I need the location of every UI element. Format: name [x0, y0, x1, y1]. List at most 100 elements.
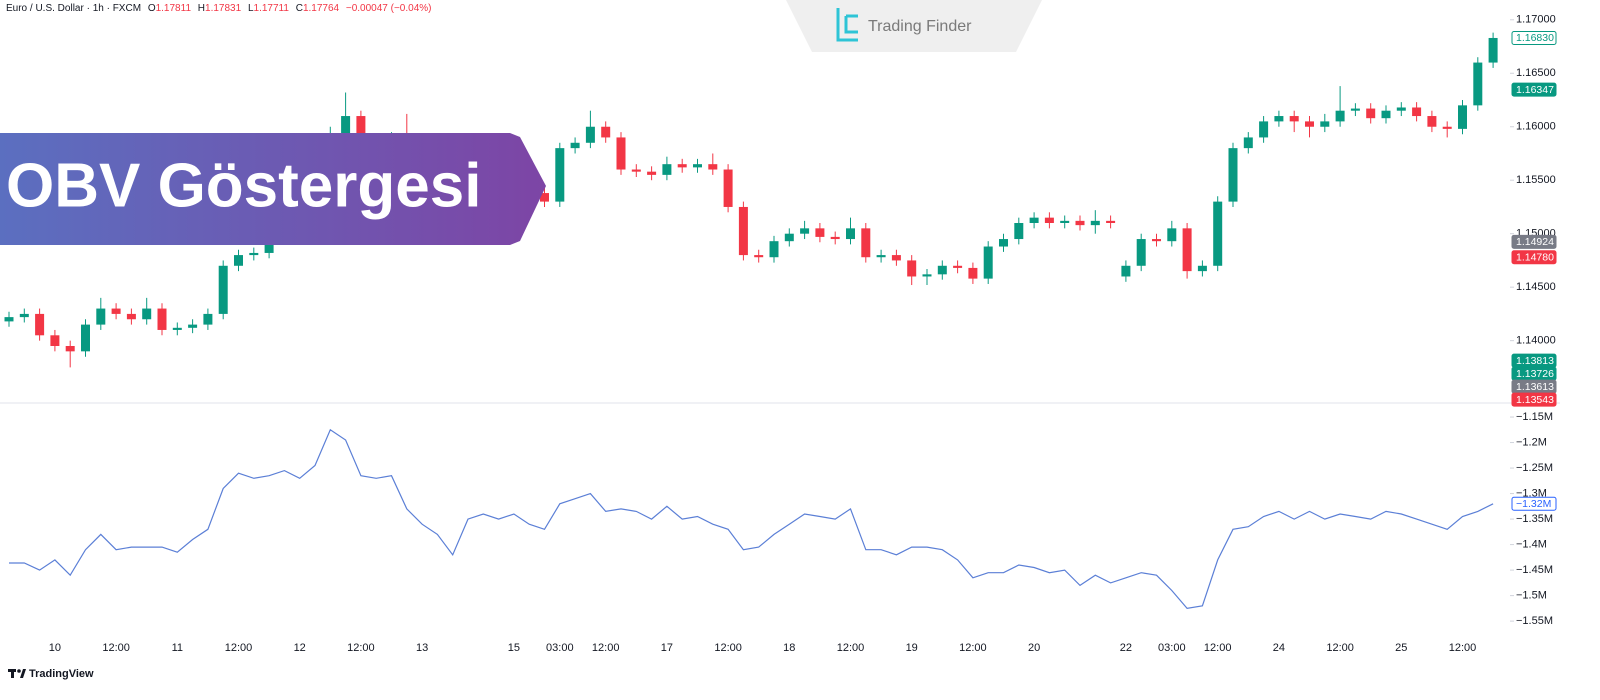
y-tick-label: −1.3M — [1516, 487, 1547, 499]
candle-body — [35, 313, 45, 336]
candle-body — [111, 308, 121, 314]
candle-body — [861, 228, 871, 258]
candle-body — [157, 308, 167, 330]
candle-body — [1197, 265, 1207, 272]
x-tick-label: 03:00 — [546, 642, 574, 654]
candle-body — [1243, 137, 1253, 149]
brand-icon — [836, 8, 858, 42]
price-badge-label: 1.16347 — [1516, 84, 1554, 96]
candle-body — [50, 335, 60, 346]
candle-body — [81, 324, 90, 352]
x-tick-label: 20 — [1028, 642, 1040, 654]
candle-body — [356, 116, 366, 143]
price-badge-label: 1.14924 — [1516, 236, 1554, 248]
candle-body — [631, 169, 641, 172]
footer-brand: TradingView — [29, 668, 94, 680]
candle-body — [1320, 121, 1330, 127]
candle-body — [968, 267, 978, 279]
candle-body — [585, 126, 595, 143]
x-tick-label: 12:00 — [959, 642, 987, 654]
legend-key: C — [296, 3, 303, 14]
candle-body — [846, 228, 855, 240]
x-tick-label: 12 — [294, 642, 306, 654]
candle-body — [172, 327, 182, 330]
candle-body — [234, 255, 243, 266]
legend-key: L — [248, 3, 254, 14]
candle-body — [784, 233, 794, 242]
candle-body — [1060, 220, 1070, 223]
y-tick-label: −1.5M — [1516, 590, 1547, 602]
candle-body — [188, 324, 198, 328]
price-badge — [1511, 250, 1557, 265]
candle-body — [999, 239, 1008, 247]
candle-body — [1167, 228, 1177, 242]
x-tick-label: 12:00 — [102, 642, 130, 654]
y-tick-label: −1.2M — [1516, 436, 1547, 448]
footer-logo — [8, 669, 26, 678]
y-tick-label: −1.15M — [1516, 411, 1553, 423]
price-badge-label: −1.32M — [1516, 498, 1551, 510]
y-tick-label: −1.55M — [1516, 615, 1553, 627]
candle-body — [1213, 201, 1223, 266]
candle-body — [249, 252, 259, 256]
x-tick-label: 03:00 — [1158, 642, 1186, 654]
candle-body — [540, 193, 549, 202]
x-tick-label: 24 — [1273, 642, 1285, 654]
candle-body — [1029, 217, 1039, 223]
candle-body — [1152, 239, 1161, 242]
candle-body — [754, 255, 764, 258]
candle-body — [1289, 116, 1299, 122]
candle-body — [616, 137, 626, 170]
candle-body — [891, 255, 901, 261]
y-tick-label: 1.17000 — [1516, 14, 1556, 26]
candle-body — [1182, 228, 1192, 272]
y-tick-label: 1.16500 — [1516, 67, 1556, 79]
candle-body — [1106, 220, 1116, 223]
price-badge — [1511, 30, 1557, 45]
price-badge — [1511, 496, 1557, 511]
x-tick-label: 12:00 — [347, 642, 375, 654]
legend-key: H — [198, 3, 205, 14]
candle-body — [922, 274, 932, 277]
x-tick-label: 15 — [508, 642, 520, 654]
candle-body — [1412, 107, 1422, 117]
candle-body — [341, 116, 351, 138]
legend-value: 1.17831 — [205, 3, 242, 14]
y-tick-label: 1.15500 — [1516, 174, 1556, 186]
candle-body — [1259, 121, 1269, 138]
y-tick-label: 1.14500 — [1516, 281, 1556, 293]
candle-body — [693, 164, 702, 168]
price-badge-label: 1.14780 — [1516, 252, 1554, 264]
x-tick-label: 12:00 — [1449, 642, 1477, 654]
y-tick-label: −1.4M — [1516, 538, 1547, 550]
candle-body — [708, 164, 718, 170]
candle-body — [1366, 108, 1376, 119]
price-badge-label: 1.13726 — [1516, 368, 1554, 380]
legend-value: 1.17764 — [303, 3, 340, 14]
x-tick-label: 12:00 — [225, 642, 253, 654]
x-tick-label: 12:00 — [837, 642, 865, 654]
candle-body — [264, 239, 274, 253]
candle-body — [570, 142, 580, 149]
x-tick-label: 12:00 — [592, 642, 620, 654]
y-tick-label: 1.16000 — [1516, 121, 1556, 133]
candle-body — [723, 169, 733, 207]
candle-body — [1305, 121, 1314, 127]
y-tick-label: −1.25M — [1516, 462, 1553, 474]
candle-body — [1121, 265, 1131, 277]
y-tick-label: −1.35M — [1516, 513, 1553, 525]
x-tick-label: 13 — [416, 642, 428, 654]
candle-body — [738, 206, 748, 256]
candle-body — [1427, 116, 1437, 127]
x-tick-label: 17 — [661, 642, 673, 654]
candle-body — [1335, 110, 1345, 122]
x-tick-label: 22 — [1120, 642, 1132, 654]
candle-body — [1488, 37, 1498, 63]
price-badge — [1511, 234, 1557, 249]
x-tick-label: 12:00 — [1326, 642, 1354, 654]
x-tick-label: 19 — [906, 642, 918, 654]
candle-body — [218, 265, 228, 314]
x-tick-label: 25 — [1395, 642, 1407, 654]
price-badge — [1511, 392, 1557, 407]
